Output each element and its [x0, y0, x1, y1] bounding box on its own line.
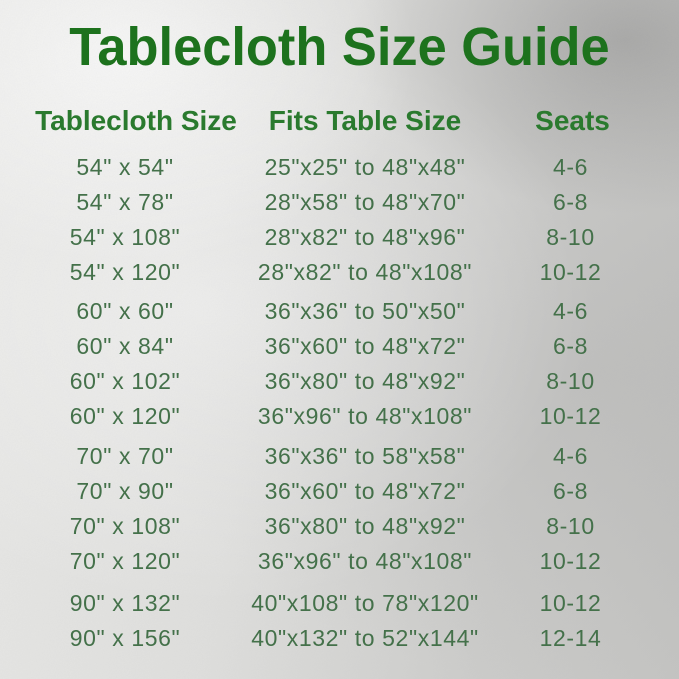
table-row: 60" x 60" 36"x36" to 50"x50" 4-6	[0, 294, 679, 329]
tablecloth-size-cell: 54" x 78"	[76, 189, 174, 215]
column-header-seats: Seats	[535, 105, 610, 136]
tablecloth-size-cell: 60" x 60"	[76, 298, 174, 324]
seats-cell: 10-12	[539, 590, 602, 616]
fits-table-size-cell: 28"x58" to 48"x70"	[264, 189, 466, 215]
fits-table-size-cell: 36"x60" to 48"x72"	[264, 478, 466, 504]
seats-cell: 10-12	[539, 548, 602, 574]
table-body: 54" x 54" 25"x25" to 48"x48" 4-6 54" x 7…	[0, 150, 679, 656]
fits-table-size-cell: 40"x108" to 78"x120"	[251, 590, 479, 616]
seats-cell: 4-6	[552, 154, 589, 180]
tablecloth-size-cell: 54" x 120"	[69, 259, 181, 285]
tablecloth-size-cell: 60" x 120"	[69, 403, 181, 429]
table-row: 54" x 54" 25"x25" to 48"x48" 4-6	[0, 150, 679, 185]
fits-table-size-cell: 36"x96" to 48"x108"	[257, 403, 473, 429]
table-header-row: Tablecloth Size Fits Table Size Seats	[0, 104, 679, 138]
tablecloth-size-cell: 70" x 120"	[69, 548, 181, 574]
seats-cell: 8-10	[546, 513, 595, 539]
fits-table-size-cell: 36"x96" to 48"x108"	[257, 548, 473, 574]
fits-table-size-cell: 36"x60" to 48"x72"	[264, 333, 466, 359]
tablecloth-size-cell: 90" x 132"	[69, 590, 181, 616]
table-row: 70" x 70" 36"x36" to 58"x58" 4-6	[0, 439, 679, 474]
fits-table-size-cell: 36"x36" to 58"x58"	[264, 443, 466, 469]
column-header-fits-table-size: Fits Table Size	[268, 105, 462, 136]
seats-cell: 6-8	[552, 333, 589, 359]
fits-table-size-cell: 36"x36" to 50"x50"	[264, 298, 466, 324]
tablecloth-size-cell: 54" x 108"	[69, 224, 181, 250]
table-row: 90" x 156" 40"x132" to 52"x144" 12-14	[0, 621, 679, 656]
seats-cell: 6-8	[552, 189, 589, 215]
fits-table-size-cell: 36"x80" to 48"x92"	[264, 513, 466, 539]
column-header-tablecloth-size: Tablecloth Size	[35, 105, 237, 136]
table-row: 60" x 84" 36"x60" to 48"x72" 6-8	[0, 329, 679, 364]
seats-cell: 4-6	[552, 443, 589, 469]
tablecloth-size-cell: 60" x 84"	[76, 333, 174, 359]
table-row: 54" x 78" 28"x58" to 48"x70" 6-8	[0, 185, 679, 220]
seats-cell: 8-10	[546, 368, 595, 394]
table-row: 70" x 90" 36"x60" to 48"x72" 6-8	[0, 474, 679, 509]
tablecloth-size-cell: 60" x 102"	[69, 368, 181, 394]
tablecloth-size-cell: 70" x 108"	[69, 513, 181, 539]
seats-cell: 6-8	[552, 478, 589, 504]
fits-table-size-cell: 36"x80" to 48"x92"	[264, 368, 466, 394]
table-row: 90" x 132" 40"x108" to 78"x120" 10-12	[0, 586, 679, 621]
table-row: 60" x 102" 36"x80" to 48"x92" 8-10	[0, 364, 679, 399]
tablecloth-size-cell: 70" x 70"	[76, 443, 174, 469]
tablecloth-size-cell: 90" x 156"	[69, 625, 181, 651]
table-row: 70" x 120" 36"x96" to 48"x108" 10-12	[0, 544, 679, 579]
table-row: 70" x 108" 36"x80" to 48"x92" 8-10	[0, 509, 679, 544]
fits-table-size-cell: 25"x25" to 48"x48"	[264, 154, 466, 180]
fits-table-size-cell: 28"x82" to 48"x108"	[257, 259, 473, 285]
fits-table-size-cell: 28"x82" to 48"x96"	[264, 224, 466, 250]
fits-table-size-cell: 40"x132" to 52"x144"	[251, 625, 479, 651]
seats-cell: 8-10	[546, 224, 595, 250]
seats-cell: 4-6	[552, 298, 589, 324]
table-row: 54" x 120" 28"x82" to 48"x108" 10-12	[0, 255, 679, 290]
seats-cell: 12-14	[539, 625, 602, 651]
page-title: Tablecloth Size Guide	[69, 17, 610, 77]
seats-cell: 10-12	[539, 403, 602, 429]
tablecloth-size-cell: 54" x 54"	[76, 154, 174, 180]
table-row: 54" x 108" 28"x82" to 48"x96" 8-10	[0, 220, 679, 255]
table-row: 60" x 120" 36"x96" to 48"x108" 10-12	[0, 399, 679, 434]
tablecloth-size-cell: 70" x 90"	[76, 478, 174, 504]
seats-cell: 10-12	[539, 259, 602, 285]
